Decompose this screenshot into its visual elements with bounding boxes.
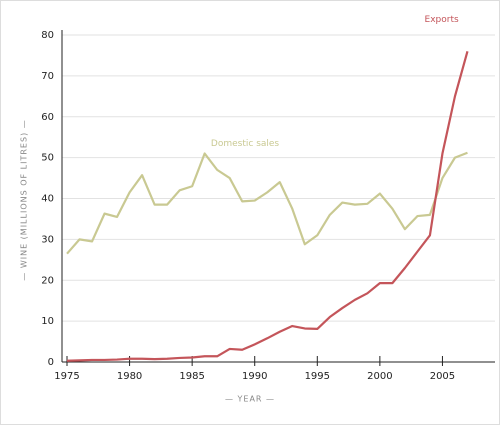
line	[66, 151, 468, 255]
x-tick-label: 2005	[430, 371, 455, 382]
x-tick-label: 1995	[305, 371, 330, 382]
y-tick-label: 70	[41, 71, 54, 82]
y-axis-title: — WINE (MILLIONS OF LITRES) —	[20, 119, 29, 280]
y-tick-label: 0	[48, 357, 54, 368]
x-tick-label: 1985	[179, 371, 204, 382]
y-tick-label: 60	[41, 112, 54, 123]
y-tick-label: 10	[41, 316, 54, 327]
y-tick-label: 40	[41, 194, 54, 205]
series-label: Exports	[425, 15, 459, 25]
x-tick-label: 2000	[367, 371, 392, 382]
series-label: Domestic sales	[211, 139, 280, 149]
x-axis-title: — YEAR —	[225, 395, 275, 404]
y-tick-label: 20	[41, 275, 54, 286]
y-tick-label: 50	[41, 153, 54, 164]
y-tick-label: 80	[41, 30, 54, 41]
x-tick-label: 1975	[54, 371, 79, 382]
y-tick-label: 30	[41, 234, 54, 245]
x-tick-label: 1990	[242, 371, 267, 382]
x-tick-label: 1980	[117, 371, 142, 382]
line	[66, 51, 469, 362]
